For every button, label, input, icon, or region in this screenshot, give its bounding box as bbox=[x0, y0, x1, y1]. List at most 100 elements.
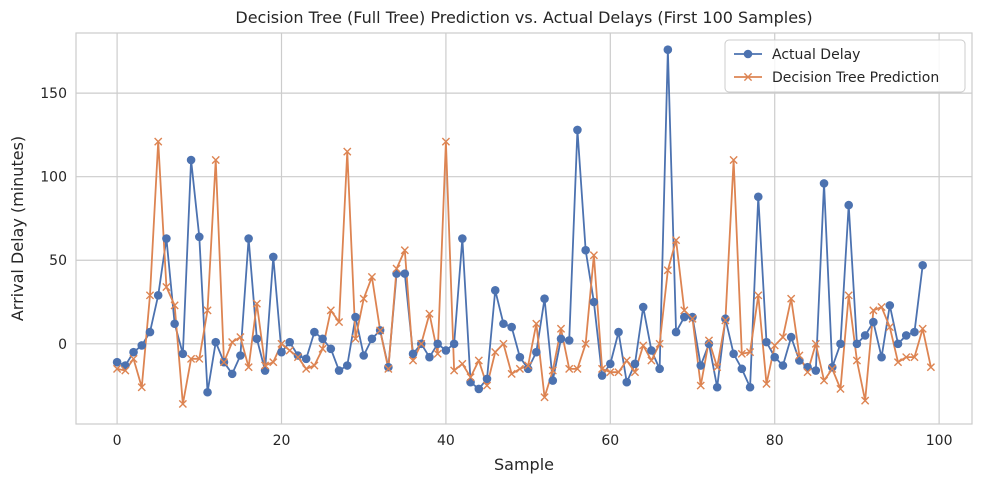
actual-delay-point bbox=[655, 364, 664, 374]
prediction-point bbox=[556, 324, 566, 333]
actual-delay-point bbox=[548, 376, 558, 385]
prediction-point bbox=[458, 359, 467, 368]
actual-delay-point bbox=[326, 344, 336, 354]
actual-delay-point bbox=[778, 361, 788, 370]
prediction-point bbox=[639, 341, 648, 350]
prediction-point bbox=[433, 349, 442, 358]
actual-delay-point bbox=[129, 347, 138, 357]
prediction-point bbox=[482, 381, 492, 390]
prediction-point bbox=[729, 155, 738, 165]
prediction-point bbox=[515, 364, 524, 373]
actual-delay-point bbox=[277, 347, 286, 357]
prediction-point bbox=[663, 266, 672, 275]
y-tick-label: 0 bbox=[58, 337, 67, 353]
actual-delay-point bbox=[679, 312, 689, 322]
actual-delay-point bbox=[162, 234, 171, 243]
actual-delay-point bbox=[367, 334, 377, 344]
prediction-point bbox=[408, 356, 418, 365]
grid-lines bbox=[76, 33, 972, 424]
prediction-point bbox=[236, 333, 245, 342]
prediction-point bbox=[318, 344, 327, 353]
prediction-point bbox=[359, 294, 368, 303]
prediction-point bbox=[737, 349, 746, 358]
actual-delay-point bbox=[893, 339, 903, 349]
x-tick-label: 20 bbox=[273, 433, 291, 449]
actual-delay-point bbox=[729, 349, 738, 359]
actual-delay-point bbox=[803, 362, 812, 372]
actual-delay-point bbox=[268, 252, 278, 262]
prediction-point bbox=[450, 366, 459, 375]
y-tick-label: 100 bbox=[40, 170, 67, 186]
prediction-point bbox=[145, 291, 155, 300]
actual-delay-point bbox=[186, 155, 196, 165]
actual-delay-point bbox=[811, 366, 821, 375]
actual-delay-point bbox=[507, 322, 516, 332]
prediction-point bbox=[269, 358, 278, 367]
prediction-point bbox=[573, 364, 582, 373]
actual-delay-point bbox=[203, 387, 212, 397]
prediction-point bbox=[376, 326, 385, 335]
prediction-point bbox=[597, 364, 607, 373]
actual-delay-point bbox=[301, 354, 311, 364]
prediction-point bbox=[244, 363, 253, 372]
prediction-point bbox=[861, 396, 870, 405]
prediction-point bbox=[877, 302, 886, 312]
legend-label: Decision Tree Prediction bbox=[772, 70, 939, 86]
prediction-point bbox=[787, 294, 796, 303]
prediction-point bbox=[606, 368, 615, 377]
prediction-point bbox=[819, 376, 829, 385]
actual-delay-point bbox=[499, 319, 508, 329]
actual-delay-point bbox=[910, 327, 919, 337]
actual-delay-point bbox=[153, 291, 163, 300]
legend-marker-x bbox=[743, 72, 753, 82]
actual-delay-point bbox=[137, 341, 147, 350]
prediction-point bbox=[277, 339, 286, 348]
series-markers bbox=[112, 45, 935, 409]
prediction-point bbox=[548, 366, 557, 375]
actual-delay-point bbox=[622, 377, 632, 387]
prediction-point bbox=[614, 368, 623, 377]
actual-delay-point bbox=[901, 331, 911, 340]
prediction-point bbox=[441, 137, 451, 146]
prediction-point bbox=[540, 393, 549, 402]
actual-delay-point bbox=[515, 352, 525, 362]
actual-delay-point bbox=[770, 352, 780, 362]
prediction-point bbox=[696, 381, 705, 390]
actual-delay-point bbox=[285, 337, 295, 347]
prediction-point bbox=[721, 316, 730, 325]
actual-delay-point bbox=[532, 347, 541, 357]
actual-delay-point bbox=[474, 384, 484, 394]
actual-delay-point bbox=[647, 346, 656, 355]
prediction-point bbox=[885, 322, 894, 332]
prediction-point bbox=[137, 383, 146, 392]
prediction-point bbox=[285, 346, 294, 355]
prediction-point bbox=[474, 356, 483, 365]
prediction-point bbox=[811, 339, 820, 348]
prediction-point bbox=[828, 364, 837, 373]
actual-delay-point bbox=[211, 337, 221, 347]
actual-delay-point bbox=[564, 336, 574, 345]
x-tick-label: 0 bbox=[113, 433, 122, 449]
prediction-point bbox=[795, 351, 804, 360]
y-tick-label: 50 bbox=[49, 253, 67, 269]
actual-delay-point bbox=[458, 234, 467, 243]
actual-delay-point bbox=[466, 377, 475, 387]
actual-delay-point bbox=[556, 334, 566, 344]
prediction-point bbox=[589, 251, 598, 260]
prediction-point bbox=[178, 399, 187, 409]
actual-delay-point bbox=[334, 366, 344, 375]
actual-delay-point bbox=[581, 245, 590, 255]
prediction-point bbox=[647, 356, 656, 365]
actual-delay-point bbox=[359, 351, 369, 360]
actual-delay-point bbox=[441, 346, 451, 355]
actual-delay-point bbox=[589, 297, 599, 307]
actual-delay-point bbox=[762, 337, 771, 347]
y-axis-label: Arrival Delay (minutes) bbox=[8, 136, 27, 321]
actual-delay-point bbox=[178, 349, 188, 359]
x-tick-label: 100 bbox=[926, 433, 953, 449]
actual-delay-point bbox=[712, 382, 722, 392]
prediction-point bbox=[121, 366, 130, 375]
prediction-point bbox=[343, 147, 352, 156]
actual-delay-point bbox=[737, 364, 747, 374]
